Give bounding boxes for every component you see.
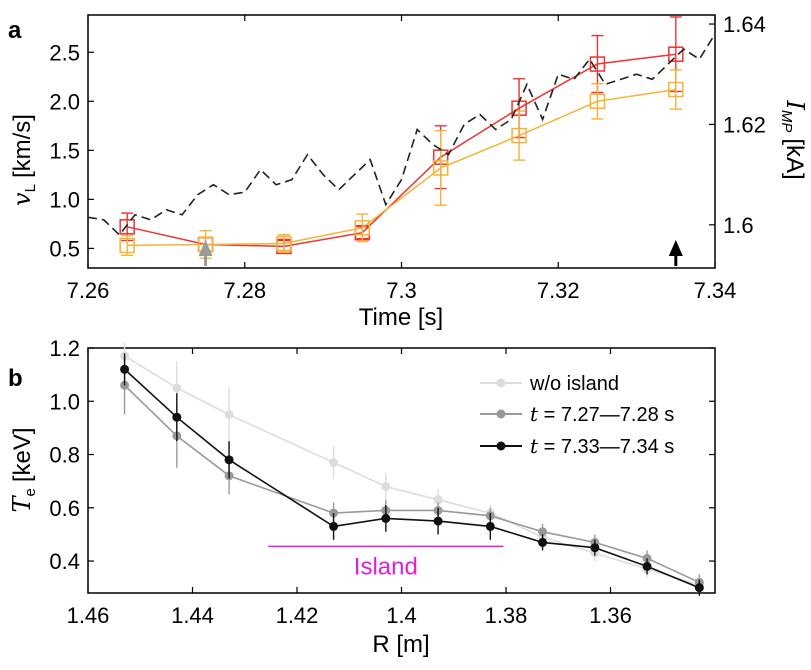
series-2-point <box>433 516 443 526</box>
orange-series-line <box>127 88 676 247</box>
panel-a-label: a <box>8 17 22 44</box>
panel-b-legend: w/o island t = 7.27—7.28 s t = 7.33—7.34… <box>480 373 674 458</box>
island-label: Island <box>354 553 418 580</box>
orange-series-point <box>354 220 371 236</box>
y-right-tick-label: 1.6 <box>723 213 754 238</box>
series-1-point <box>538 527 548 537</box>
orange-series-point <box>511 127 527 144</box>
series-2-point <box>642 561 652 571</box>
red-series-point <box>119 219 135 235</box>
y-left-tick-label: 2.5 <box>49 40 80 65</box>
series-0-point <box>381 481 391 491</box>
orange-series-point <box>668 81 684 98</box>
current-dashed-line <box>87 33 716 237</box>
x-tick-label: 7.34 <box>694 278 737 303</box>
x-tick-label: 1.44 <box>171 603 214 628</box>
y-left-tick-label: 1.5 <box>49 138 80 163</box>
panel-a-y-right-label: IMP[kA] <box>778 99 809 179</box>
red-series-point <box>668 46 684 62</box>
y-left-tick-label: 0.5 <box>49 236 80 261</box>
series-2-point <box>120 364 130 374</box>
panel-b-chart: 1.46 1.44 1.42 1.4 1.38 1.36 0.4 0.6 0.8 1.0 1.2 R… <box>8 336 716 658</box>
y-left-tick-label: 2.0 <box>49 89 80 114</box>
legend-label-no-island: w/o island <box>529 373 619 395</box>
legend-marker-no-island <box>496 378 506 388</box>
y-tick-label: 0.8 <box>49 443 80 468</box>
x-tick-label: 1.4 <box>386 603 417 628</box>
x-tick-label: 1.38 <box>485 603 528 628</box>
y-tick-label: 1.2 <box>49 336 80 361</box>
series-2-point <box>538 537 548 547</box>
legend-label-t1: t = 7.27—7.28 s <box>530 402 674 426</box>
panel-a-chart: 7.26 7.28 7.3 7.32 7.34 0.5 1.0 1.5 2.0 2.5 1.6 1.6… <box>8 12 809 331</box>
series-0-point <box>329 458 339 468</box>
legend-label-t2: t = 7.33—7.34 s <box>530 434 674 458</box>
y-right-tick-label: 1.64 <box>723 12 766 37</box>
gray-arrow-head <box>198 240 213 256</box>
y-left-tick-label: 1.0 <box>49 187 80 212</box>
orange-series-point <box>119 237 135 254</box>
x-tick-label: 7.32 <box>537 278 580 303</box>
y-tick-label: 1.0 <box>49 389 80 414</box>
series-2-point <box>172 412 182 422</box>
x-tick-label: 1.42 <box>276 603 319 628</box>
series-2-point <box>329 521 339 531</box>
panel-b-label: b <box>8 365 23 392</box>
series-0-point <box>433 495 443 505</box>
panel-b-x-label: R [m] <box>372 631 429 658</box>
y-tick-label: 0.6 <box>49 496 80 521</box>
panel-a-frame <box>87 14 716 269</box>
panel-b-y-label: Te[keV] <box>8 427 39 512</box>
series-2-point <box>694 583 704 593</box>
series-2-point <box>224 455 234 465</box>
legend-marker-t1 <box>496 409 506 419</box>
orange-series-point <box>589 93 606 110</box>
x-tick-label: 7.3 <box>386 278 417 303</box>
red-series-point <box>589 56 606 72</box>
legend-marker-t2 <box>496 441 506 451</box>
orange-series-point <box>276 235 292 252</box>
orange-series-point <box>432 160 449 176</box>
panel-a-y-left-label: vL[km/s] <box>8 114 39 206</box>
x-tick-label: 7.26 <box>67 278 110 303</box>
black-arrow-head <box>668 240 683 256</box>
x-tick-label: 1.36 <box>589 603 632 628</box>
x-tick-label: 1.46 <box>67 603 110 628</box>
series-2-point <box>381 513 391 523</box>
y-right-tick-label: 1.62 <box>723 112 766 137</box>
series-2-point <box>590 543 600 553</box>
series-0-point <box>172 383 182 393</box>
series-0-point <box>224 410 234 420</box>
panel-a-x-label: Time [s] <box>359 304 443 331</box>
y-tick-label: 0.4 <box>49 549 80 574</box>
series-2-point <box>485 521 495 531</box>
x-tick-label: 7.28 <box>223 278 266 303</box>
